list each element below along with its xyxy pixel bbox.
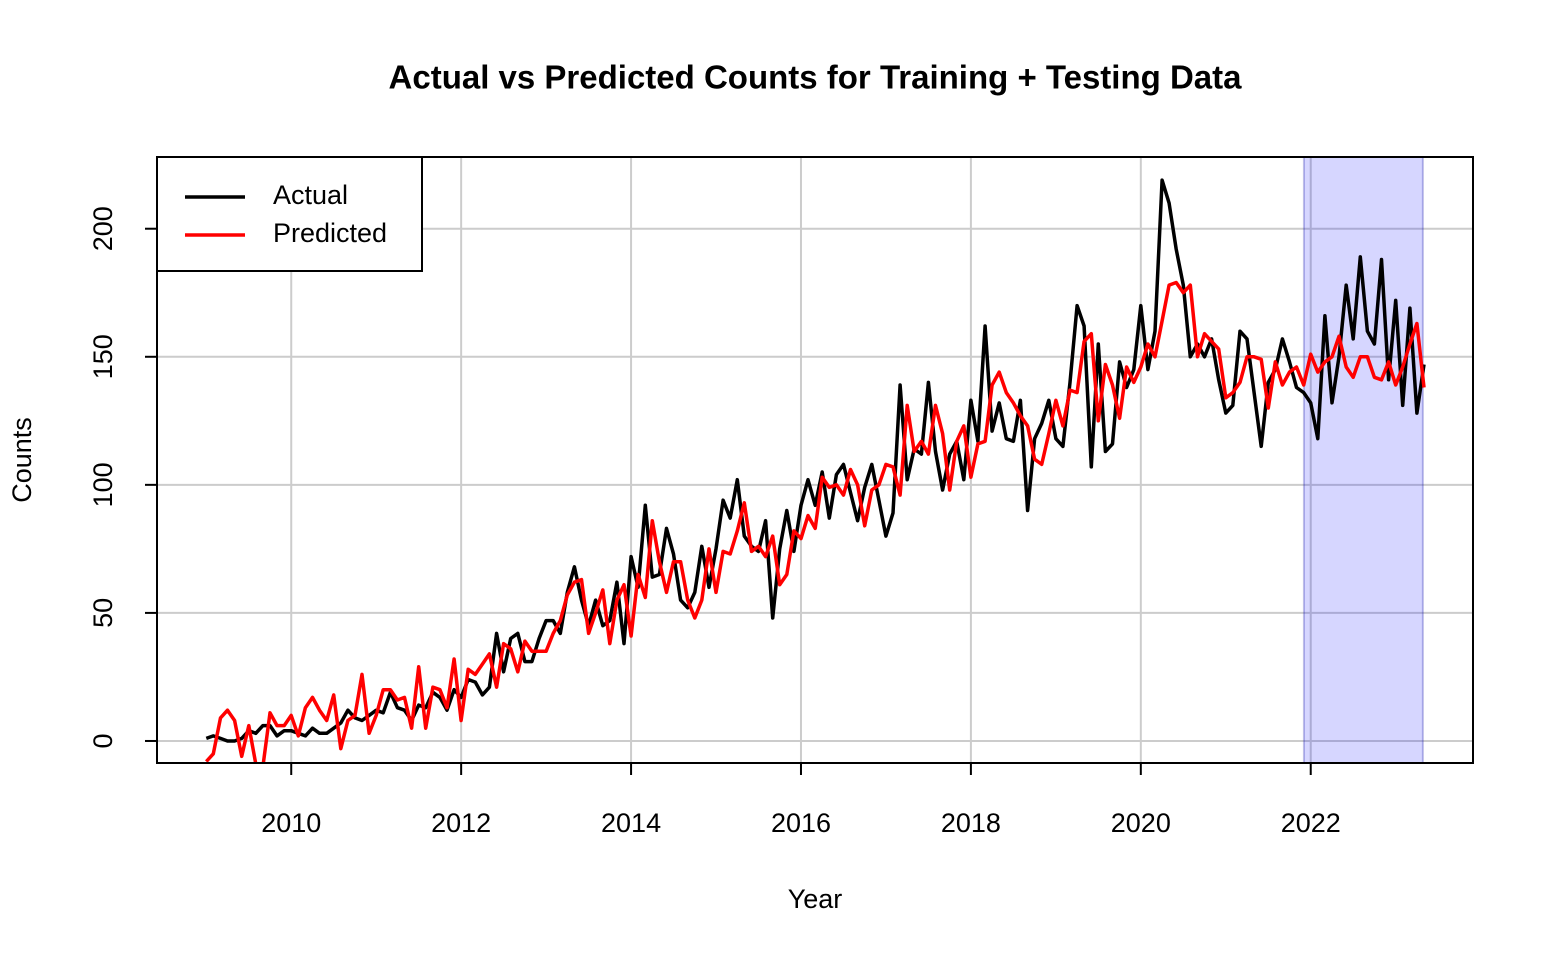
series-line <box>205 280 1426 763</box>
y-tick-label: 50 <box>88 598 118 628</box>
x-tick-label: 2022 <box>1281 808 1341 838</box>
plot-frame <box>156 156 1474 764</box>
shaded-region <box>1302 156 1424 764</box>
y-axis-label: Counts <box>7 417 37 503</box>
y-tick-label: 150 <box>88 334 118 379</box>
legend-box <box>156 156 423 272</box>
x-tick-label: 2012 <box>431 808 491 838</box>
y-tick-label: 0 <box>88 733 118 748</box>
x-axis-label: Year <box>788 884 843 914</box>
y-tick-label: 200 <box>88 206 118 251</box>
chart-title: Actual vs Predicted Counts for Training … <box>389 59 1243 96</box>
x-tick-label: 2016 <box>771 808 831 838</box>
x-tick-label: 2018 <box>941 808 1001 838</box>
legend-label: Predicted <box>273 218 387 248</box>
y-tick-label: 100 <box>88 462 118 507</box>
legend-label: Actual <box>273 180 348 210</box>
x-tick-label: 2020 <box>1111 808 1171 838</box>
x-tick-label: 2014 <box>601 808 661 838</box>
x-tick-label: 2010 <box>261 808 321 838</box>
